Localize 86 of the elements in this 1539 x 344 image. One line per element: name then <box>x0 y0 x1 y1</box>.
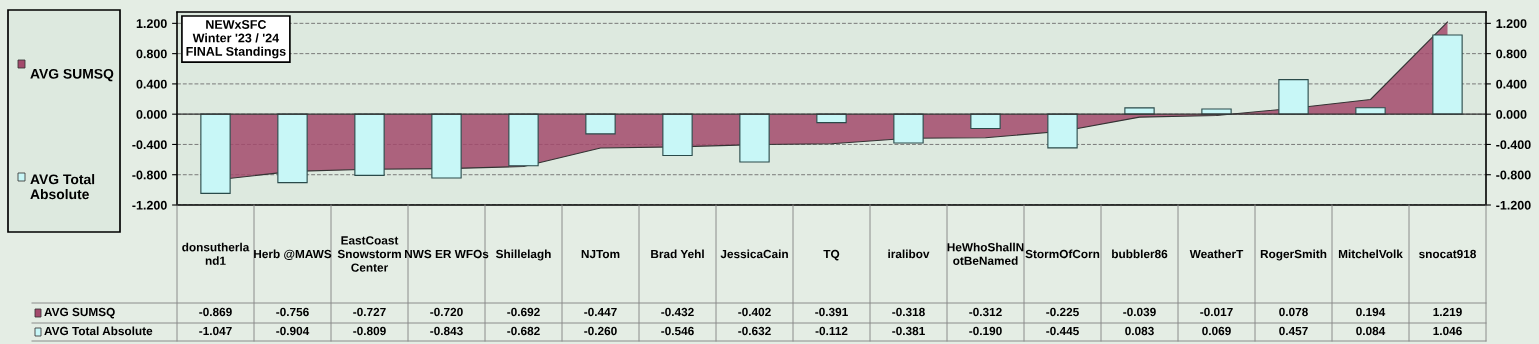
data-label: -0.809 <box>353 326 386 336</box>
x-tick-label: NJTom <box>581 249 620 259</box>
data-label: 1.046 <box>1433 326 1462 336</box>
x-tick-label: Shillelagh <box>495 249 551 261</box>
data-label: -0.682 <box>507 326 540 336</box>
data-label: 0.083 <box>1125 326 1154 336</box>
x-tick-label: NWS ER WFOs <box>404 249 489 259</box>
data-label: -1.047 <box>199 326 232 336</box>
y-tick-label: -0.400 <box>132 140 167 150</box>
bar <box>508 113 539 167</box>
data-label: -0.381 <box>892 326 925 336</box>
data-label: 0.084 <box>1356 326 1386 336</box>
bar <box>1432 34 1463 115</box>
data-label: -0.904 <box>276 326 310 336</box>
y-tick-label: 0.400 <box>136 79 167 89</box>
bar <box>585 113 616 135</box>
data-label: -0.869 <box>199 307 232 317</box>
bar <box>662 113 693 157</box>
data-label: -0.843 <box>430 326 463 336</box>
data-label: 0.078 <box>1279 307 1308 317</box>
bar <box>739 113 770 163</box>
bar <box>200 113 231 194</box>
data-label: -0.017 <box>1200 307 1233 317</box>
bar <box>893 113 924 144</box>
data-label: -0.391 <box>815 307 848 317</box>
legend-label: AVG Total Absolute <box>30 174 95 200</box>
data-label: -0.112 <box>815 326 848 336</box>
data-label: -0.190 <box>969 326 1002 336</box>
data-label: 0.069 <box>1202 326 1231 336</box>
data-label: -0.260 <box>584 326 617 336</box>
bar <box>970 113 1001 130</box>
data-label: 1.219 <box>1433 307 1462 317</box>
data-label: -0.225 <box>1046 307 1079 317</box>
text: AVG SUMSQ <box>30 68 114 82</box>
data-label: -0.756 <box>276 307 309 317</box>
data-label: -0.318 <box>892 307 925 317</box>
data-label: -0.312 <box>969 307 1002 317</box>
x-tick-label: StormOfCorn <box>1025 249 1100 259</box>
y-tick-label: -1.200 <box>132 200 167 210</box>
x-tick-label: bubbler86 <box>1112 249 1168 259</box>
data-label: -0.720 <box>430 307 463 317</box>
data-label: 0.457 <box>1279 326 1308 336</box>
text: AVG Total Absolute <box>44 326 153 336</box>
y2-tick-label: -0.400 <box>1496 140 1531 150</box>
x-tick-label: JessicaCain <box>720 249 788 259</box>
bar <box>431 113 462 179</box>
bar <box>1047 113 1078 149</box>
y2-tick-label: -0.800 <box>1496 170 1531 180</box>
y2-tick-label: 0.800 <box>1496 49 1527 59</box>
x-tick-label: RogerSmith <box>1260 249 1327 261</box>
bar <box>1201 108 1232 115</box>
bar <box>1355 107 1386 115</box>
y-tick-label: -0.800 <box>132 170 167 180</box>
data-label: -0.727 <box>353 307 386 317</box>
bar <box>1124 107 1155 115</box>
data-label: 0.194 <box>1356 307 1386 317</box>
data-label: -0.445 <box>1046 326 1079 336</box>
x-tick-label: Brad Yehl <box>651 249 704 259</box>
x-tick-label: donsutherland1 <box>182 242 250 265</box>
data-label: -0.039 <box>1123 307 1156 317</box>
data-label: -0.447 <box>584 307 617 317</box>
bar <box>277 113 308 184</box>
y-tick-label: 1.200 <box>136 19 167 29</box>
data-label: -0.432 <box>661 307 694 317</box>
bar <box>1278 79 1309 115</box>
data-label: -0.692 <box>507 307 540 317</box>
y2-tick-label: 0.000 <box>1496 109 1527 119</box>
x-tick-label: Herb @MAWS <box>254 249 332 260</box>
x-tick-label: EastCoast Snowstorm Center <box>337 236 401 272</box>
x-tick-label: TQ <box>823 249 840 261</box>
bar <box>354 113 385 176</box>
x-tick-label: MitchelVolk <box>1338 249 1403 259</box>
x-tick-label: snocat918 <box>1419 249 1477 259</box>
data-label: -0.402 <box>738 307 771 317</box>
x-tick-label: HeWhoShallNotBeNamed <box>947 242 1024 265</box>
x-tick-label: WeatherT <box>1189 249 1244 259</box>
text: NEWxSFC Winter '23 / '24 FINAL Standings <box>186 20 286 59</box>
legend-label: AVG SUMSQ <box>44 307 115 319</box>
y-tick-label: 0.800 <box>136 49 167 59</box>
y-tick-label: 0.000 <box>136 109 167 119</box>
data-label: -0.546 <box>661 326 694 336</box>
data-label: -0.632 <box>738 326 771 336</box>
y2-tick-label: -1.200 <box>1496 200 1531 210</box>
y2-tick-label: 1.200 <box>1496 19 1527 29</box>
y2-tick-label: 0.400 <box>1496 79 1527 89</box>
x-tick-label: iralibov <box>888 249 930 259</box>
